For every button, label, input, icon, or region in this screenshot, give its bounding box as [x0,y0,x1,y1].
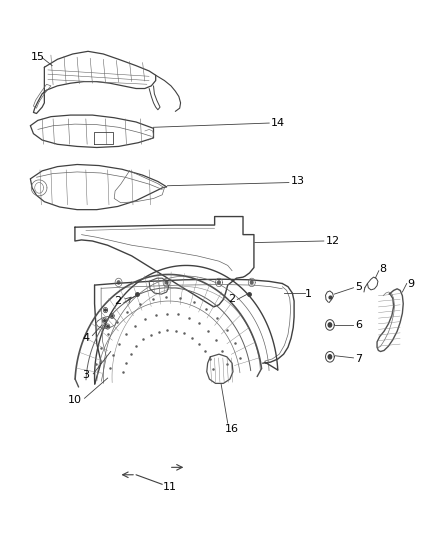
Text: 1: 1 [305,289,312,299]
Polygon shape [218,281,220,284]
Text: 13: 13 [290,176,304,187]
Text: 2: 2 [229,294,236,304]
Polygon shape [107,326,109,328]
Text: 9: 9 [407,279,415,288]
Text: 2: 2 [114,296,121,306]
Polygon shape [328,354,332,359]
Text: 6: 6 [355,320,362,330]
Polygon shape [111,315,113,317]
Polygon shape [104,320,106,322]
Text: 12: 12 [325,236,339,246]
Text: 15: 15 [31,52,45,62]
Text: 7: 7 [355,354,362,365]
Polygon shape [328,323,332,327]
Text: 11: 11 [163,482,177,492]
Text: 8: 8 [379,264,386,274]
Text: 16: 16 [225,424,239,433]
Polygon shape [251,281,253,284]
Text: 10: 10 [68,395,82,406]
Text: 5: 5 [355,281,362,292]
Text: 3: 3 [82,370,89,381]
Polygon shape [165,281,168,284]
Polygon shape [117,281,120,284]
Text: 4: 4 [82,333,89,343]
Text: 14: 14 [271,118,285,128]
Polygon shape [105,309,106,311]
